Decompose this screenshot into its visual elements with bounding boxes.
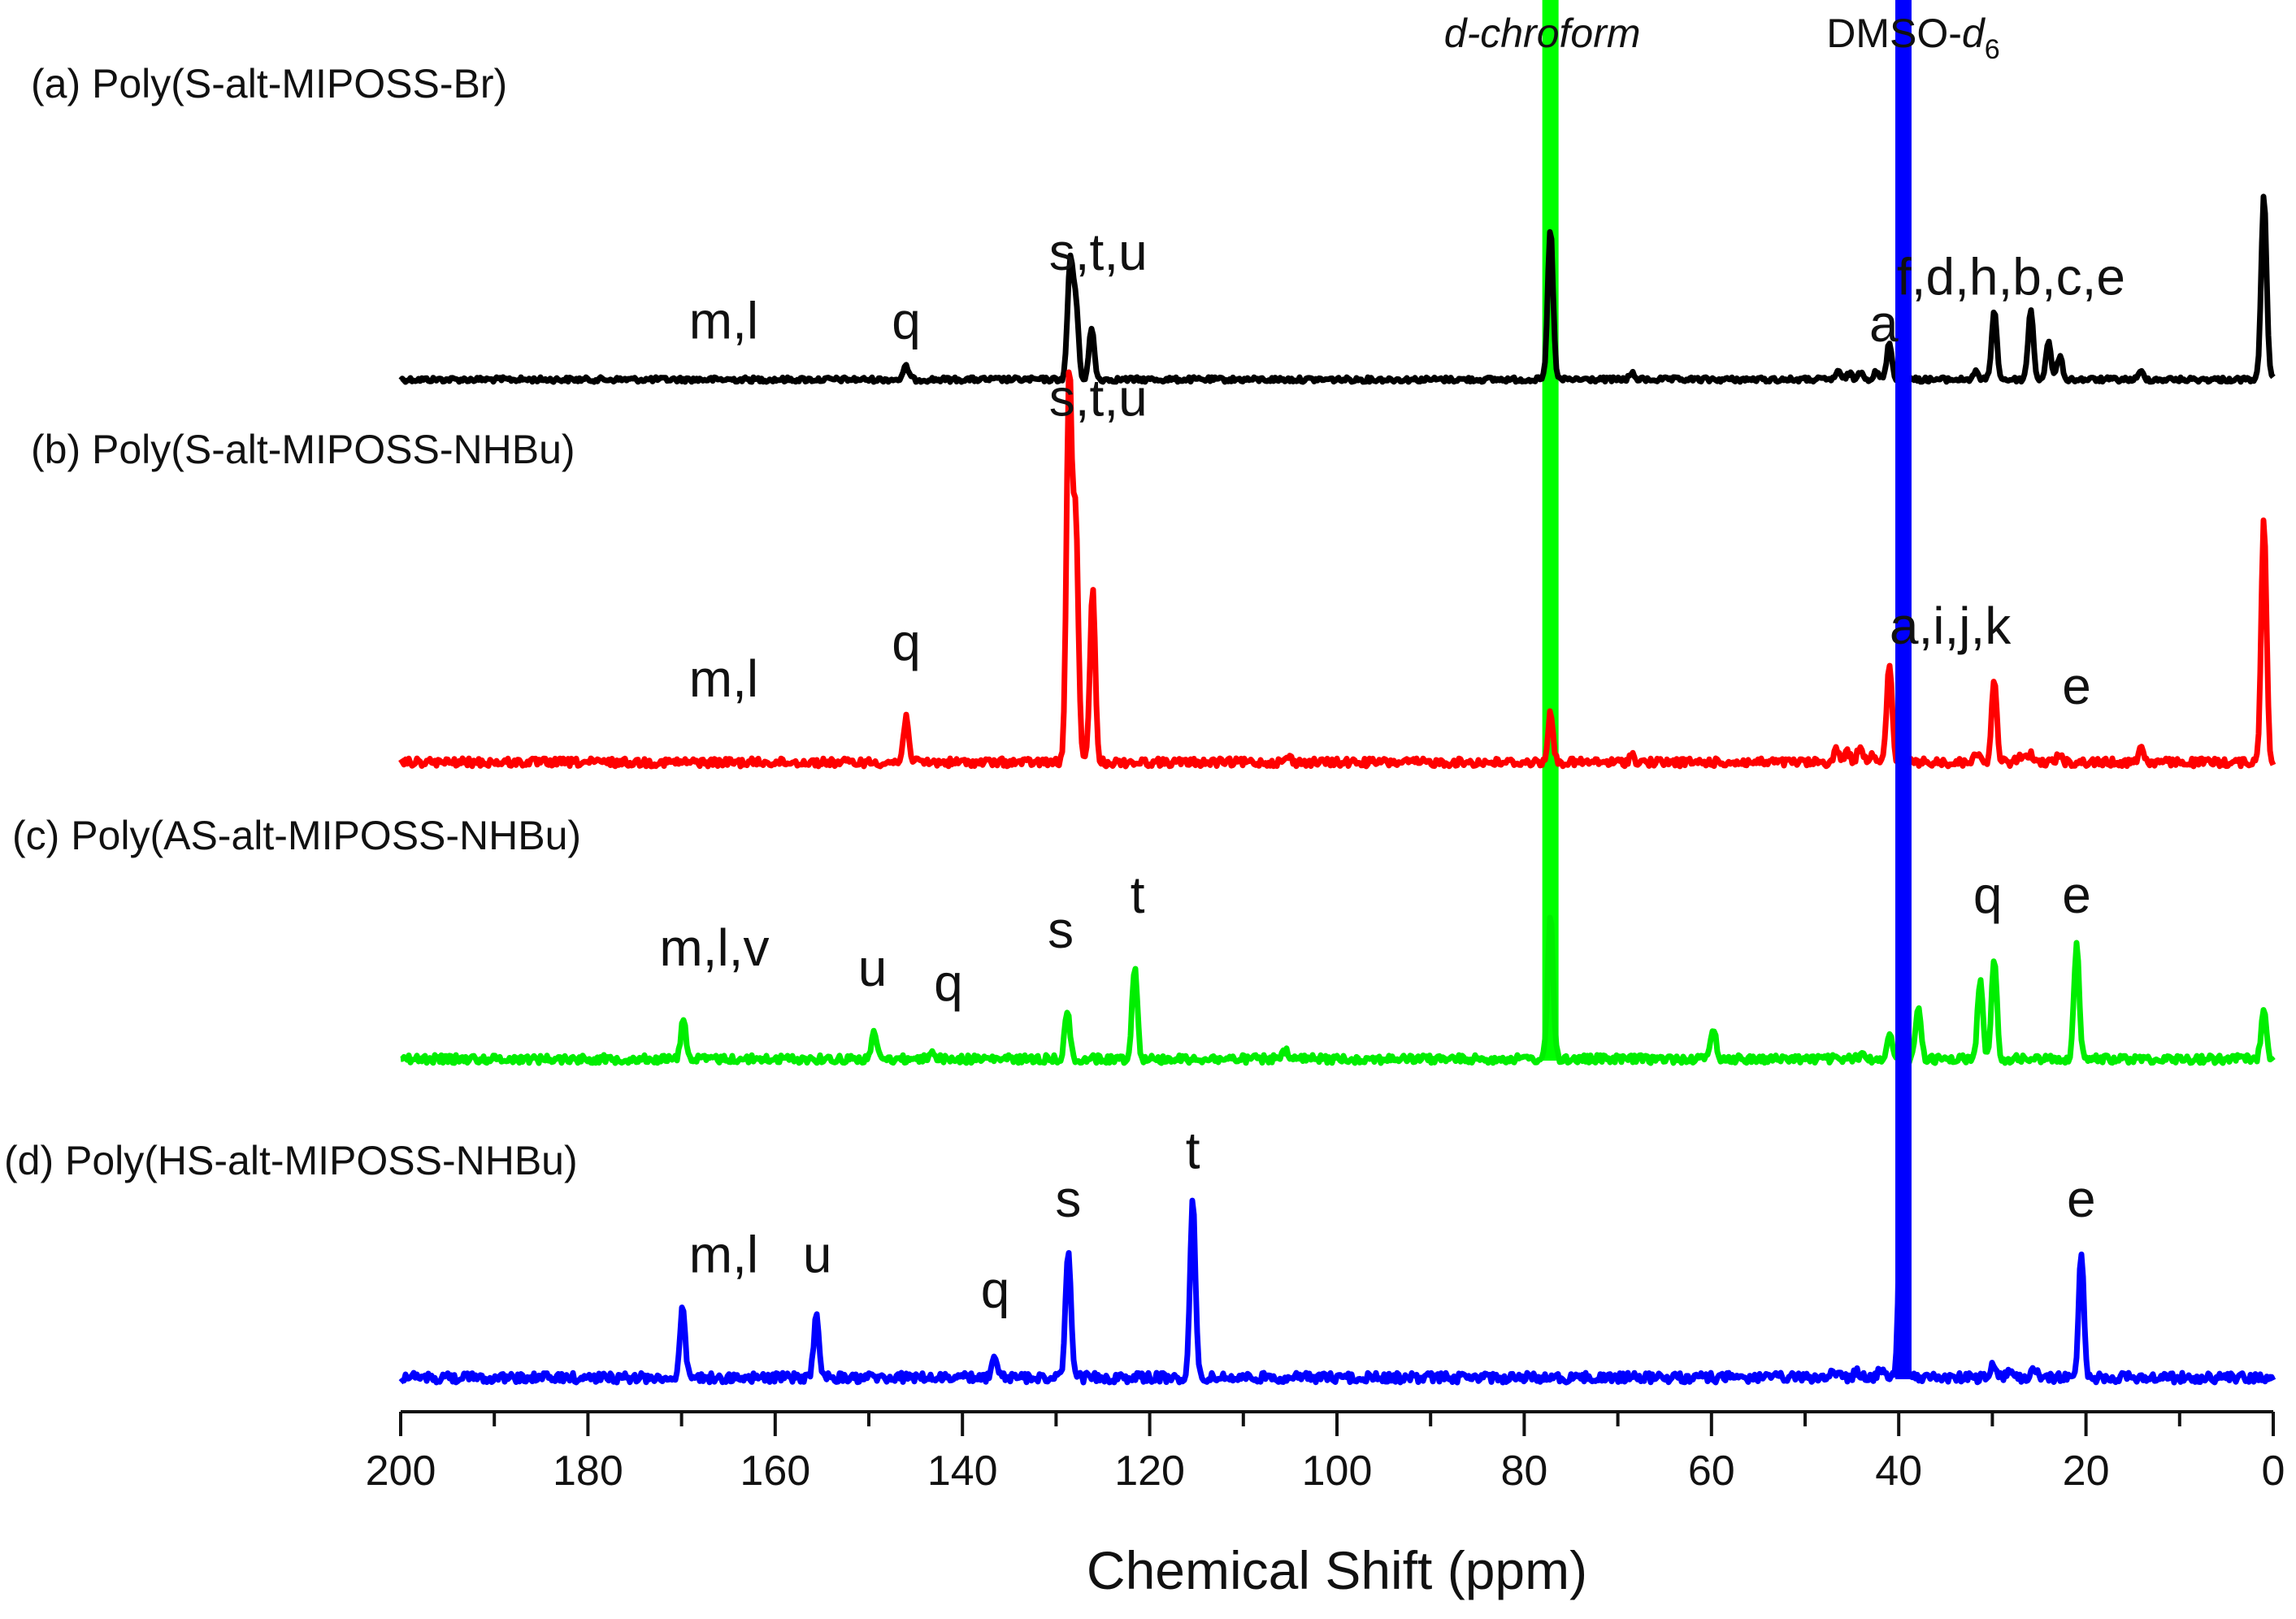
peak-label: a	[1869, 294, 1899, 353]
peak-label: q	[892, 613, 921, 671]
series-group	[399, 914, 2276, 1066]
peak-label: q	[1973, 866, 2003, 924]
x-tick-label: 0	[2262, 1448, 2285, 1495]
chart-labels: d-chroform DMSO-d6 (a) Poly(S-alt-MIPOSS-B…	[4, 11, 2125, 1319]
peak-label: s	[1048, 901, 1074, 959]
x-tick-label: 40	[1875, 1448, 1922, 1495]
spectrum-title: (d) Poly(HS-alt-MIPOSS-NHBu)	[4, 1138, 578, 1183]
spectra-lines	[398, 193, 2276, 1386]
x-tick-label: 80	[1500, 1448, 1547, 1495]
x-tick-label: 60	[1688, 1448, 1735, 1495]
peak-label: a,i,j,k	[1890, 597, 2012, 655]
solvent-band	[1542, 0, 1559, 1061]
solvent-overlay	[1895, 0, 1912, 1380]
peak-label: u	[858, 939, 888, 997]
spectrum-title: (a) Poly(S-alt-MIPOSS-Br)	[31, 61, 507, 106]
peak-label: f,d,h,b,c,e	[1897, 248, 2125, 306]
spectrum-line	[399, 914, 2276, 1066]
peak-label: e	[2062, 866, 2091, 924]
solvent-label: d-chroform	[1444, 11, 1641, 56]
solvent-bands	[1542, 0, 1559, 1061]
peak-label: q	[892, 292, 921, 350]
x-axis: Chemical Shift (ppm) 200 180 160 140 120 100 8…	[366, 1410, 2285, 1600]
x-tick-label: 200	[366, 1448, 436, 1495]
spectrum-title: (b) Poly(S-alt-MIPOSS-NHBu)	[31, 427, 575, 472]
peak-label: e	[2062, 657, 2091, 715]
spectrum-line	[398, 369, 2276, 770]
spectrum-title: (c) Poly(AS-alt-MIPOSS-NHBu)	[12, 813, 581, 858]
peak-label: m,l	[689, 649, 758, 708]
peak-label: m,l,v	[659, 918, 769, 977]
solvent-band	[1895, 0, 1912, 1380]
peak-label: e	[2067, 1170, 2096, 1228]
x-tick-label: 120	[1114, 1448, 1185, 1495]
x-tick-label: 20	[2063, 1448, 2110, 1495]
peak-label: s	[1055, 1170, 1081, 1228]
series-group	[398, 193, 2276, 385]
peak-label: m,l	[689, 1225, 758, 1283]
peak-label: m,l	[689, 292, 758, 350]
series-group	[398, 1148, 2276, 1386]
peak-label: q	[934, 953, 963, 1012]
x-axis-title: Chemical Shift (ppm)	[1087, 1540, 1587, 1600]
peak-label: s,t,u	[1049, 368, 1148, 427]
x-tick-label: 180	[553, 1448, 623, 1495]
spectrum-line	[398, 193, 2276, 385]
peak-label: t	[1131, 866, 1145, 924]
series-group	[398, 369, 2276, 770]
spectrum-line	[398, 1148, 2276, 1386]
peak-label: q	[981, 1261, 1010, 1319]
x-tick-label: 100	[1302, 1448, 1373, 1495]
x-tick-label: 140	[927, 1448, 998, 1495]
x-tick-label: 160	[740, 1448, 810, 1495]
solvent-label: DMSO-d6	[1826, 11, 1999, 65]
peak-label: t	[1186, 1122, 1200, 1180]
peak-label: s,t,u	[1049, 223, 1148, 281]
peak-label: u	[803, 1225, 832, 1283]
